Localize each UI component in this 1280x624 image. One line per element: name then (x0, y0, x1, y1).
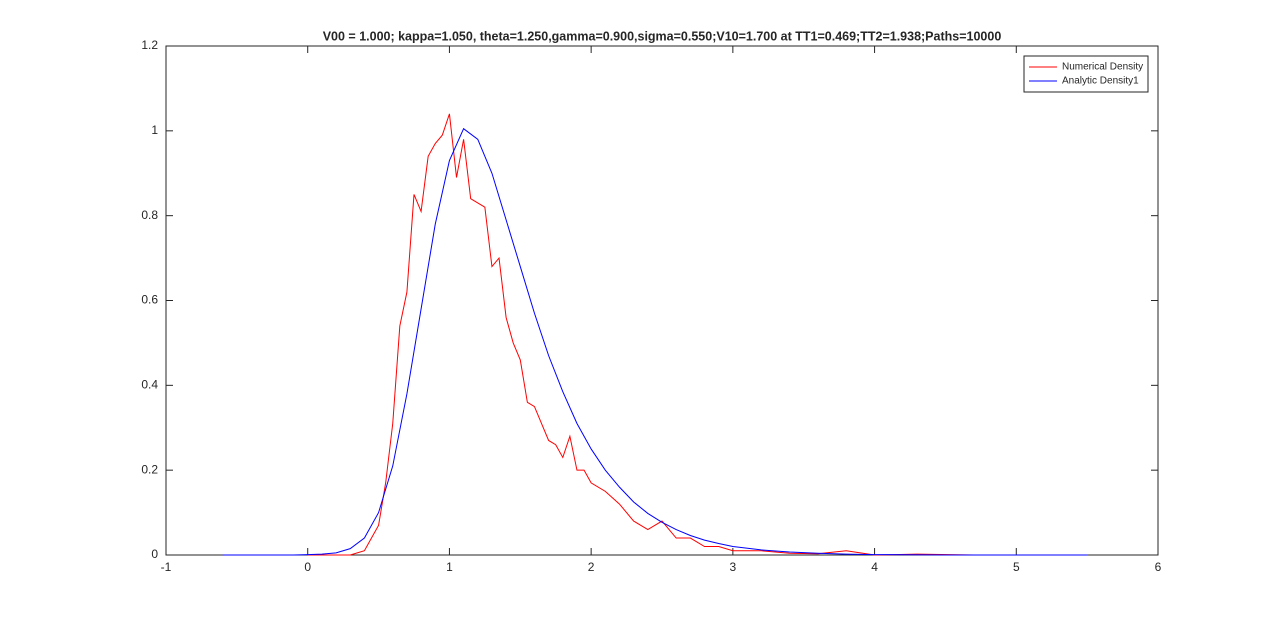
x-tick-label: 5 (1013, 560, 1020, 574)
x-tick-label: 3 (730, 560, 737, 574)
y-tick-label: 0.6 (141, 293, 158, 307)
series-line (222, 127, 1088, 556)
x-tick-label: -1 (161, 560, 172, 574)
y-tick-label: 1.2 (141, 38, 158, 52)
legend-box (1023, 55, 1149, 93)
chart-title: V00 = 1.000; kappa=1.050, theta=1.250,ga… (323, 29, 1002, 43)
x-tick-label: 1 (446, 560, 453, 574)
y-tick-label: 0.4 (141, 378, 158, 392)
x-tick-label: 4 (871, 560, 878, 574)
y-tick-label: 1 (151, 123, 158, 137)
x-tick-label: 2 (588, 560, 595, 574)
y-tick-label: 0.8 (141, 208, 158, 222)
y-tick-label: 0 (151, 547, 158, 561)
y-tick-label: 0.2 (141, 462, 158, 476)
x-tick-label: 0 (304, 560, 311, 574)
legend-label: Analytic Density1 (1062, 76, 1139, 87)
legend-label: Numerical Density (1062, 62, 1143, 73)
series-line (307, 113, 1059, 556)
x-tick-label: 6 (1155, 560, 1162, 574)
